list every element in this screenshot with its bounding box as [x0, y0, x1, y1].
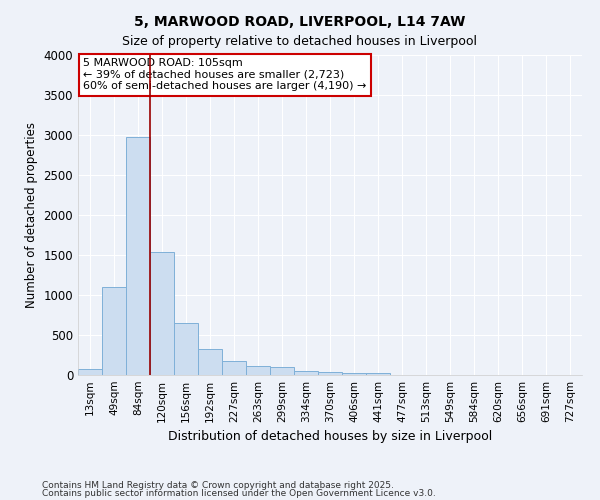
Bar [366, 372, 390, 375]
Bar [102, 287, 126, 375]
X-axis label: Distribution of detached houses by size in Liverpool: Distribution of detached houses by size … [168, 430, 492, 444]
Text: 5, MARWOOD ROAD, LIVERPOOL, L14 7AW: 5, MARWOOD ROAD, LIVERPOOL, L14 7AW [134, 15, 466, 29]
Text: Size of property relative to detached houses in Liverpool: Size of property relative to detached ho… [122, 35, 478, 48]
Bar [174, 323, 198, 375]
Bar [246, 366, 270, 375]
Bar [198, 350, 222, 375]
Bar [126, 136, 150, 375]
Bar [78, 369, 102, 375]
Text: Contains HM Land Registry data © Crown copyright and database right 2025.: Contains HM Land Registry data © Crown c… [42, 480, 394, 490]
Bar [318, 372, 342, 375]
Bar [150, 252, 174, 375]
Text: Contains public sector information licensed under the Open Government Licence v3: Contains public sector information licen… [42, 489, 436, 498]
Bar [270, 367, 294, 375]
Bar [294, 370, 318, 375]
Text: 5 MARWOOD ROAD: 105sqm
← 39% of detached houses are smaller (2,723)
60% of semi-: 5 MARWOOD ROAD: 105sqm ← 39% of detached… [83, 58, 367, 92]
Y-axis label: Number of detached properties: Number of detached properties [25, 122, 38, 308]
Bar [342, 374, 366, 375]
Bar [222, 360, 246, 375]
